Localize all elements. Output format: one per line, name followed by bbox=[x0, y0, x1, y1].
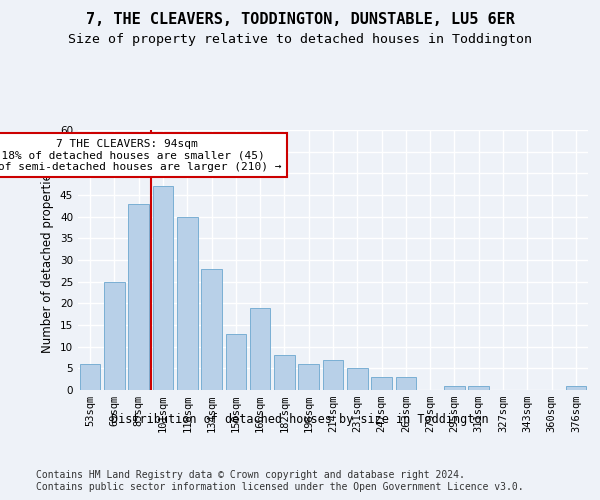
Bar bbox=[177, 216, 197, 390]
Y-axis label: Number of detached properties: Number of detached properties bbox=[41, 167, 55, 353]
Bar bbox=[152, 186, 173, 390]
Text: 7, THE CLEAVERS, TODDINGTON, DUNSTABLE, LU5 6ER: 7, THE CLEAVERS, TODDINGTON, DUNSTABLE, … bbox=[86, 12, 514, 28]
Text: Size of property relative to detached houses in Toddington: Size of property relative to detached ho… bbox=[68, 32, 532, 46]
Bar bbox=[104, 282, 125, 390]
Bar bbox=[298, 364, 319, 390]
Bar bbox=[250, 308, 271, 390]
Bar bbox=[226, 334, 246, 390]
Bar bbox=[395, 377, 416, 390]
Text: Contains HM Land Registry data © Crown copyright and database right 2024.
Contai: Contains HM Land Registry data © Crown c… bbox=[36, 470, 524, 492]
Bar bbox=[80, 364, 100, 390]
Text: Distribution of detached houses by size in Toddington: Distribution of detached houses by size … bbox=[111, 412, 489, 426]
Bar bbox=[347, 368, 368, 390]
Bar bbox=[128, 204, 149, 390]
Bar bbox=[371, 377, 392, 390]
Bar bbox=[566, 386, 586, 390]
Bar bbox=[274, 356, 295, 390]
Bar bbox=[444, 386, 465, 390]
Bar bbox=[323, 360, 343, 390]
Bar bbox=[469, 386, 489, 390]
Bar bbox=[201, 268, 222, 390]
Text: 7 THE CLEAVERS: 94sqm
← 18% of detached houses are smaller (45)
82% of semi-deta: 7 THE CLEAVERS: 94sqm ← 18% of detached … bbox=[0, 138, 282, 172]
